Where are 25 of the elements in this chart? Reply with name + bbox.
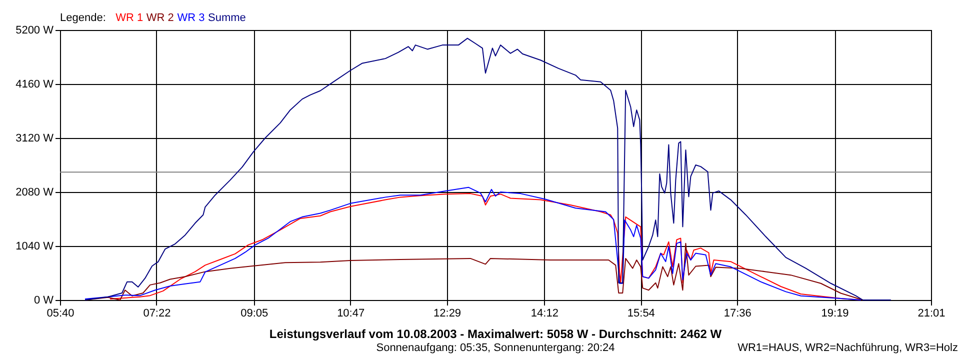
x-tick-label: 09:05 bbox=[240, 308, 268, 320]
text: WR 3 bbox=[177, 12, 205, 24]
y-tick-label: 1040 W bbox=[16, 240, 54, 252]
y-tick-label: 3120 W bbox=[16, 132, 54, 144]
x-tick-label: 15:54 bbox=[627, 308, 655, 320]
x-tick-label: 21:01 bbox=[918, 308, 946, 320]
text: WR 2 bbox=[146, 12, 174, 24]
text: Summe bbox=[208, 12, 246, 24]
x-tick-label: 14:12 bbox=[530, 308, 558, 320]
y-tick-label: 2080 W bbox=[16, 186, 54, 198]
x-tick-label: 05:40 bbox=[46, 308, 74, 320]
y-tick-label: 5200 W bbox=[16, 24, 54, 36]
y-tick-label: 4160 W bbox=[16, 78, 54, 90]
x-tick-label: 19:19 bbox=[821, 308, 849, 320]
x-tick-label: 17:36 bbox=[724, 308, 752, 320]
x-tick-label: 12:29 bbox=[434, 308, 462, 320]
legend-title: Legende: bbox=[60, 12, 106, 24]
text: WR1=HAUS, WR2=Nachführung, WR3=Holz bbox=[738, 342, 958, 354]
text: Sonnenaufgang: 05:35, Sonnenuntergang: 20:24 bbox=[376, 342, 615, 354]
x-tick-label: 10:47 bbox=[337, 308, 365, 320]
y-tick-label: 0 W bbox=[34, 294, 54, 306]
line-series bbox=[84, 38, 892, 300]
text: Leistungsverlauf vom 10.08.2003 - Maximalwert: 5058 W - Durchschnitt: 2462 W bbox=[269, 327, 722, 341]
text: WR 1 bbox=[116, 12, 144, 24]
x-tick-label: 07:22 bbox=[143, 308, 171, 320]
